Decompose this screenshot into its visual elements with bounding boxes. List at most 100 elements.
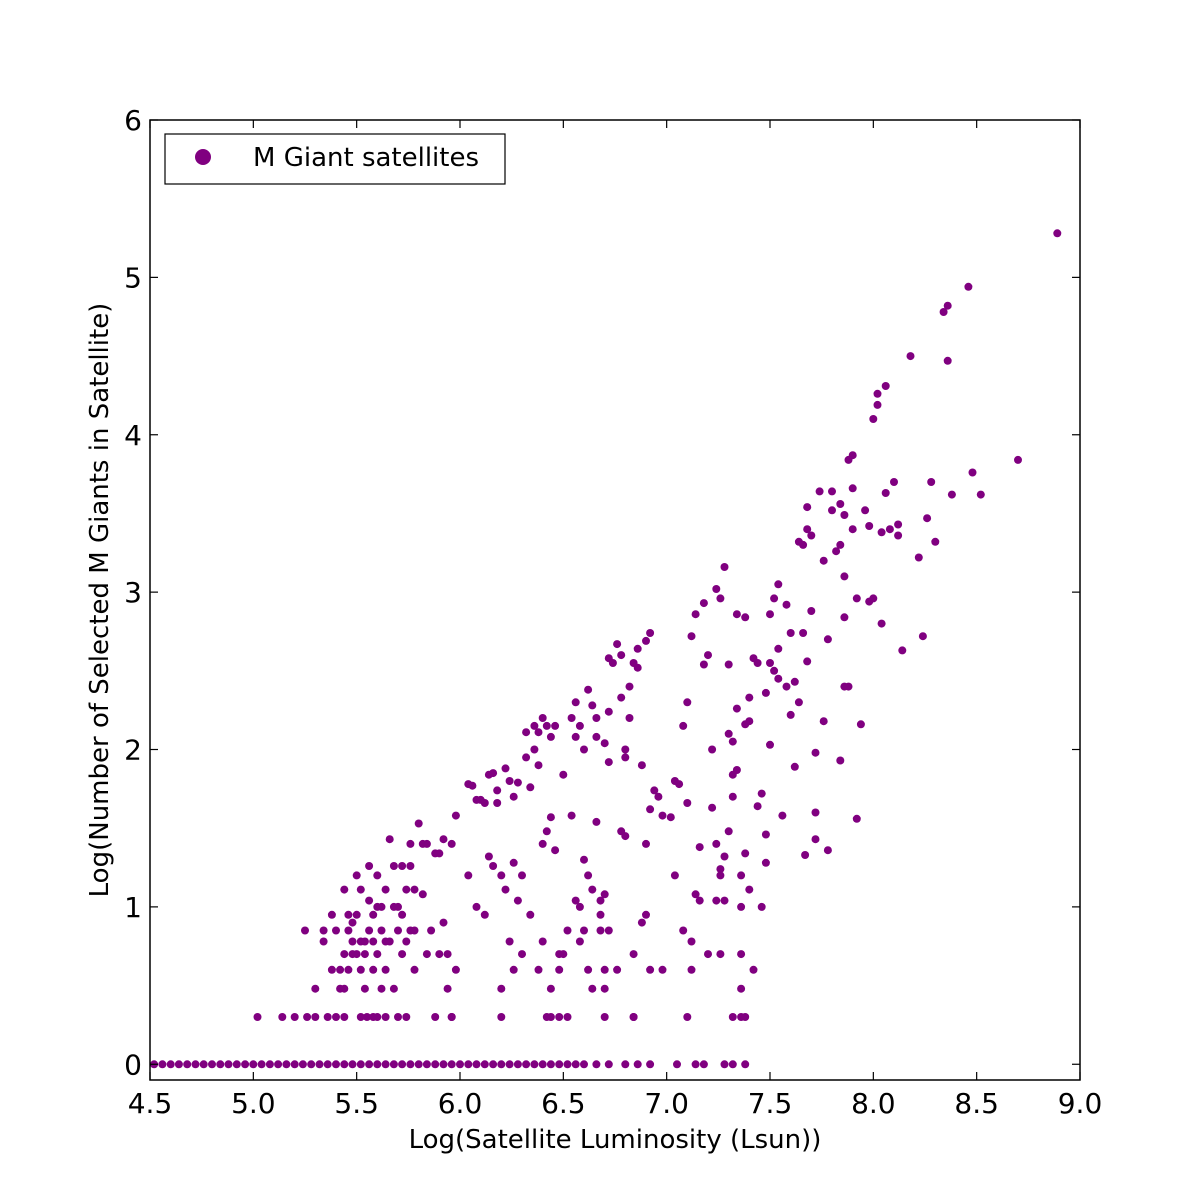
data-point: [856, 720, 865, 729]
data-point: [749, 965, 758, 974]
data-point: [811, 748, 820, 757]
data-point: [918, 632, 927, 641]
data-point: [451, 811, 460, 820]
data-point: [646, 965, 655, 974]
data-point: [823, 846, 832, 855]
data-point: [588, 885, 597, 894]
x-tick-label: 5.0: [231, 1087, 276, 1120]
data-point: [348, 937, 357, 946]
data-point: [439, 1060, 448, 1069]
data-point: [836, 756, 845, 765]
data-point: [174, 1060, 183, 1069]
data-point: [555, 1013, 564, 1021]
data-point: [642, 636, 650, 645]
data-point: [716, 871, 725, 880]
data-point: [584, 685, 593, 694]
data-point: [472, 1060, 481, 1069]
data-point: [356, 1013, 365, 1021]
data-point: [406, 862, 415, 870]
data-point: [422, 1060, 431, 1069]
data-point: [600, 965, 609, 974]
data-point: [389, 1060, 398, 1069]
data-point: [480, 1060, 489, 1069]
data-point: [621, 1060, 630, 1069]
data-point: [840, 682, 849, 691]
data-point: [464, 871, 473, 880]
data-point: [360, 950, 369, 959]
data-point: [571, 1060, 580, 1069]
data-point: [799, 540, 808, 549]
data-point: [394, 902, 402, 911]
data-point: [580, 855, 588, 864]
data-point: [464, 1060, 473, 1069]
data-point: [699, 599, 708, 608]
data-point: [782, 600, 791, 609]
data-point: [394, 1013, 402, 1021]
data-point: [691, 610, 700, 619]
data-point: [823, 635, 832, 644]
data-point: [509, 792, 518, 801]
data-point: [522, 1060, 531, 1069]
data-point: [673, 1060, 681, 1069]
data-point: [687, 937, 696, 946]
data-point: [555, 965, 564, 974]
data-point: [497, 871, 506, 880]
data-point: [584, 871, 593, 880]
data-point: [604, 1060, 613, 1069]
data-point: [480, 799, 489, 807]
data-point: [828, 506, 836, 515]
data-point: [679, 721, 688, 730]
data-point: [745, 885, 754, 894]
data-point: [588, 984, 597, 993]
data-point: [774, 644, 783, 653]
data-point: [621, 832, 630, 841]
data-point: [836, 500, 845, 508]
data-point: [497, 1060, 506, 1069]
data-point: [509, 965, 518, 974]
data-point: [402, 885, 411, 894]
y-tick-label: 5: [124, 261, 142, 294]
data-point: [439, 835, 448, 844]
data-point: [637, 761, 646, 770]
data-point: [774, 580, 783, 589]
data-point: [807, 531, 816, 540]
data-point: [398, 1060, 407, 1069]
data-point: [575, 721, 584, 730]
data-point: [381, 1060, 390, 1069]
data-point: [761, 830, 770, 839]
data-point: [551, 721, 560, 730]
data-point: [691, 890, 700, 899]
data-point: [340, 950, 349, 959]
data-point: [472, 902, 481, 911]
data-point: [327, 965, 336, 974]
data-point: [332, 1060, 340, 1069]
data-point: [567, 811, 576, 820]
data-point: [695, 843, 704, 852]
data-point: [398, 950, 407, 959]
data-point: [836, 540, 845, 549]
data-point: [344, 926, 353, 935]
data-point: [530, 745, 539, 754]
data-point: [675, 780, 684, 789]
data-point: [778, 811, 787, 820]
data-point: [654, 792, 663, 801]
data-point: [522, 753, 531, 762]
data-point: [365, 862, 374, 870]
data-point: [584, 965, 593, 974]
data-point: [741, 1013, 750, 1021]
data-point: [363, 1013, 371, 1021]
data-point: [716, 950, 725, 959]
data-point: [497, 1013, 506, 1021]
data-point: [348, 1060, 357, 1069]
data-point: [732, 704, 741, 713]
data-point: [881, 489, 890, 497]
data-point: [906, 352, 915, 361]
data-point: [728, 1013, 737, 1021]
data-point: [340, 885, 349, 894]
data-point: [344, 910, 353, 919]
data-point: [923, 514, 932, 523]
data-point: [315, 1060, 324, 1069]
data-point: [840, 572, 849, 581]
data-point: [534, 965, 543, 974]
